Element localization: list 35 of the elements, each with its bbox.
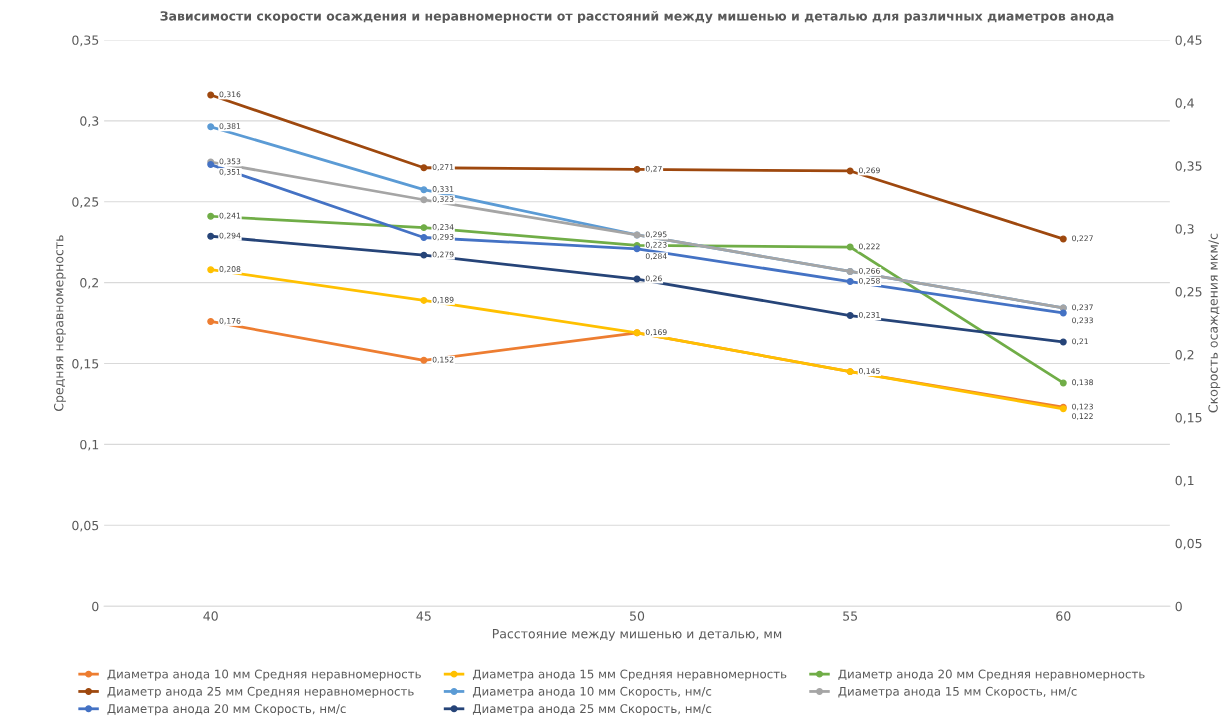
legend-label: Диаметра анода 15 мм Скорость, нм/с: [838, 686, 1077, 699]
y2-tick-label: 0,35: [1175, 161, 1202, 172]
legend-label: Диаметр анода 25 мм Средняя неравномерность: [107, 686, 414, 699]
x-tick-label: 60: [1056, 611, 1071, 621]
y-axis-title: Средняя неравномерность: [54, 235, 66, 411]
y2-tick-label: 0,05: [1175, 538, 1202, 550]
x-tick-label: 45: [416, 611, 431, 621]
y-tick-label: 0,35: [72, 35, 99, 47]
y2-axis-title: Скорость осаждения мкм/с: [1208, 233, 1221, 413]
legend-label: Диаметра анода 15 мм Средняя неравномерность: [472, 669, 787, 681]
y2-tick-label: 0: [1175, 601, 1182, 612]
y-tick-label: 0,05: [72, 520, 99, 532]
y-tick-label: 0,1: [80, 439, 99, 451]
y2-tick-label: 0,45: [1175, 35, 1202, 47]
x-axis-title: Расстояние между мишенью и деталью, мм: [492, 629, 782, 641]
legend-label: Диаметр анода 20 мм Средняя неравномерность: [838, 669, 1145, 681]
y2-tick-label: 0,1: [1175, 475, 1194, 487]
x-tick-label: 50: [630, 611, 645, 621]
y2-tick-label: 0,25: [1175, 287, 1202, 298]
y2-tick-label: 0,15: [1175, 412, 1202, 424]
chart-title: Зависимости скорости осаждения и неравномерности от расстояний между мишенью и деталью для различных диаметров анода: [160, 10, 1114, 24]
y2-tick-label: 0,4: [1175, 98, 1194, 110]
legend-label: Диаметра анода 20 мм Скорость, нм/с: [107, 704, 346, 716]
legend-label: Диаметра анода 10 мм Скорость, нм/с: [472, 686, 712, 699]
y2-tick-label: 0,3: [1175, 224, 1194, 235]
legend-label: Диаметра анода 25 мм Скорость, нм/с: [472, 704, 712, 716]
y-tick-label: 0,25: [72, 197, 99, 208]
y-tick-label: 0,15: [72, 358, 99, 370]
y-tick-label: 0,2: [80, 278, 99, 289]
y-tick-label: 0,3: [80, 116, 99, 128]
y2-tick-label: 0,2: [1175, 350, 1194, 361]
y-tick-label: 0: [92, 601, 99, 612]
legend-label: Диаметра анода 10 мм Средняя неравномерность: [107, 669, 421, 681]
x-tick-label: 40: [203, 611, 218, 621]
x-tick-label: 55: [843, 611, 858, 621]
